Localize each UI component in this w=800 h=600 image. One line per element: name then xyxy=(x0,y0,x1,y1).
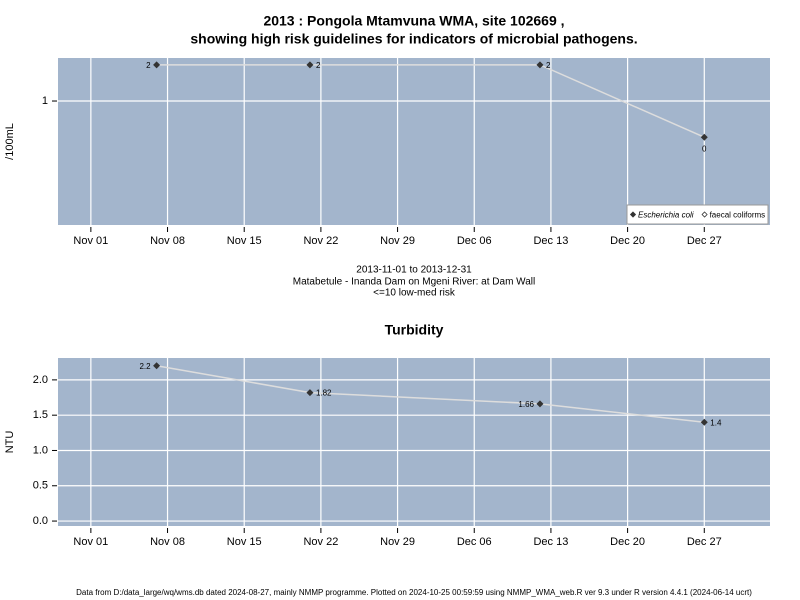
data-point xyxy=(306,389,314,397)
x-tick-label: Dec 27 xyxy=(687,235,722,247)
x-tick-label: Nov 15 xyxy=(227,235,262,247)
data-label: 2 xyxy=(546,61,551,70)
data-point xyxy=(700,418,708,426)
plot-area xyxy=(58,358,770,526)
data-point xyxy=(536,61,544,69)
y-tick-label: 1.0 xyxy=(33,444,48,456)
y-tick-label: 1.5 xyxy=(33,409,48,421)
x-tick-label: Nov 29 xyxy=(380,536,415,548)
caption: 2013-11-01 to 2013-12-31 xyxy=(356,265,472,276)
x-tick-label: Dec 13 xyxy=(533,536,568,548)
legend-marker xyxy=(701,211,708,218)
x-tick-label: Nov 01 xyxy=(73,536,108,548)
footer: Data from D:/data_large/wq/wms.db dated … xyxy=(76,588,752,597)
y-tick-label: 1 xyxy=(42,95,48,107)
x-tick-label: Dec 06 xyxy=(457,536,492,548)
y-axis-label: /100mL xyxy=(4,123,16,160)
x-tick-label: Nov 22 xyxy=(303,235,338,247)
data-point xyxy=(700,133,708,141)
x-tick-label: Dec 20 xyxy=(610,235,645,247)
data-label: 0 xyxy=(702,144,707,153)
x-tick-label: Nov 15 xyxy=(227,536,262,548)
data-point xyxy=(153,61,161,69)
data-point xyxy=(306,61,314,69)
data-label: 2 xyxy=(316,61,321,70)
x-tick-label: Nov 22 xyxy=(303,536,338,548)
y-tick-label: 0.5 xyxy=(33,480,48,492)
x-tick-label: Dec 20 xyxy=(610,536,645,548)
data-label: 1.4 xyxy=(710,418,722,427)
x-tick-label: Dec 06 xyxy=(457,235,492,247)
data-label: 1.82 xyxy=(316,389,332,398)
data-point xyxy=(536,400,544,408)
legend: Escherichia coli faecal coliforms xyxy=(626,204,769,225)
chart-title: Turbidity xyxy=(385,322,444,338)
series-line xyxy=(156,64,705,138)
caption: <=10 low-med risk xyxy=(373,288,456,299)
data-label: 2.2 xyxy=(139,362,151,371)
y-tick-label: 2.0 xyxy=(33,374,48,386)
legend-label: faecal coliforms xyxy=(710,211,766,220)
legend-marker xyxy=(629,211,637,218)
x-tick-label: Dec 27 xyxy=(687,536,722,548)
data-point xyxy=(153,362,161,370)
y-axis-label: NTU xyxy=(4,431,16,454)
x-tick-label: Nov 08 xyxy=(150,536,185,548)
x-tick-label: Nov 29 xyxy=(380,235,415,247)
x-tick-label: Nov 08 xyxy=(150,235,185,247)
chart-subtitle: showing high risk guidelines for indicat… xyxy=(190,31,637,47)
y-tick-label: 0.0 xyxy=(33,515,48,527)
data-label: 2 xyxy=(146,61,151,70)
series-line xyxy=(156,365,705,423)
data-label: 1.66 xyxy=(518,400,534,409)
legend-label: Escherichia coli xyxy=(638,211,694,220)
chart-title: 2013 : Pongola Mtamvuna WMA, site 102669… xyxy=(263,13,564,29)
caption: Matabetule - Inanda Dam on Mgeni River: … xyxy=(293,277,536,288)
x-tick-label: Dec 13 xyxy=(533,235,568,247)
legend-box xyxy=(626,204,769,225)
plot-area xyxy=(58,58,770,225)
x-tick-label: Nov 01 xyxy=(73,235,108,247)
